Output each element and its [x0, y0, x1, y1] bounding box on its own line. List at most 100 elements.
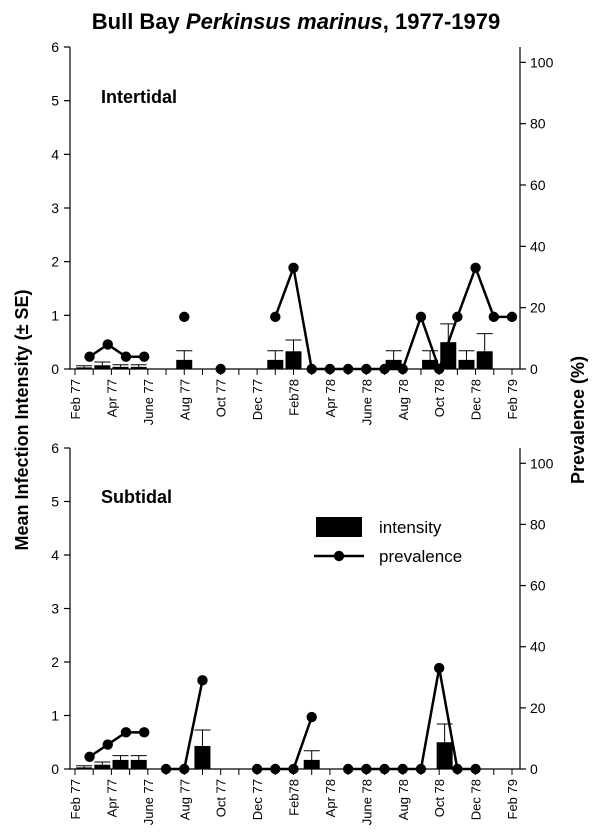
subtidal-prevalence-point — [288, 763, 299, 775]
subtidal-x-tick-label: Feb 77 — [68, 779, 83, 819]
subtidal-prevalence-point — [179, 763, 190, 775]
subtidal-y-right-tick-label: 60 — [530, 578, 546, 594]
subtidal-prevalence-point — [379, 763, 390, 775]
subtidal-x-tick-label: Dec 77 — [250, 779, 265, 820]
intertidal-x-tick-label: Feb 77 — [68, 379, 83, 419]
subtidal-y-right-tick-label: 0 — [530, 761, 538, 777]
intertidal-prevalence-point — [138, 351, 150, 362]
subtidal-y-left-tick-label: 6 — [51, 440, 59, 456]
subtidal-y-left-tick-label: 2 — [51, 654, 59, 670]
subtidal-prevalence-point — [84, 751, 95, 762]
subtidal-y-left-tick-label: 3 — [51, 601, 59, 617]
chart-title: Bull Bay Perkinsus marinus, 1977-1979 — [92, 9, 500, 34]
intertidal-y-left-tick-label: 0 — [51, 361, 59, 377]
intertidal-prevalence-point — [270, 311, 281, 323]
subtidal-x-tick-label: Oct 77 — [214, 779, 229, 817]
intertidal-prevalence-point — [361, 363, 372, 375]
intertidal-y-right-tick-label: 40 — [530, 238, 546, 254]
subtidal-prevalence-point — [197, 675, 208, 686]
intertidal-prevalence-point — [488, 311, 499, 323]
subtidal-prevalence-point — [306, 711, 317, 723]
subtidal-intensity-bar — [194, 745, 211, 769]
intertidal-prevalence-point — [452, 311, 463, 323]
intertidal-intensity-bar — [94, 365, 111, 369]
subtidal-y-right-tick-label: 20 — [530, 700, 546, 716]
subtidal-y-right-tick-label: 80 — [530, 516, 546, 532]
intertidal-prevalence-line-segment — [292, 267, 313, 370]
intertidal-x-tick-label: June 78 — [359, 379, 374, 425]
intertidal-prevalence-point — [215, 363, 226, 375]
subtidal-intensity-bar — [436, 742, 453, 769]
intertidal-intensity-bar — [130, 366, 147, 369]
intertidal-intensity-bar — [476, 351, 493, 369]
intertidal-x-tick-label: Oct 78 — [432, 379, 447, 417]
subtidal-prevalence-point — [102, 739, 113, 750]
subtidal-panel-label: Subtidal — [101, 487, 172, 507]
intertidal-x-tick-label: June 77 — [141, 379, 156, 425]
intertidal-prevalence-point — [324, 363, 336, 375]
intertidal-y-right-tick-label: 80 — [530, 116, 546, 132]
intertidal-prevalence-point — [102, 339, 113, 350]
intertidal-intensity-bar — [76, 367, 93, 369]
subtidal-prevalence-point — [120, 727, 132, 738]
subtidal-prevalence-line-segment — [183, 680, 204, 770]
subtidal-intensity-bar — [112, 759, 129, 769]
intertidal-y-right-tick-label: 0 — [530, 361, 538, 377]
legend-prevalence-marker — [333, 550, 345, 562]
intertidal-prevalence-point — [342, 363, 354, 375]
subtidal-x-tick-label: June 78 — [359, 779, 374, 825]
subtidal-y-right-tick-label: 100 — [530, 455, 554, 471]
intertidal-x-tick-label: Oct 77 — [214, 379, 229, 417]
intertidal-prevalence-point — [120, 351, 132, 362]
intertidal-x-tick-label: Aug 78 — [396, 379, 411, 420]
subtidal-prevalence-line-segment — [437, 667, 459, 770]
subtidal-prevalence-point — [470, 763, 481, 775]
subtidal-prevalence-line-segment — [292, 716, 313, 770]
intertidal-intensity-bar — [385, 359, 402, 369]
intertidal-y-left-tick-label: 4 — [51, 146, 59, 162]
y-right-axis-label: Prevalence (%) — [568, 356, 588, 484]
intertidal-intensity-bar — [176, 359, 193, 369]
subtidal-y-left-tick-label: 0 — [51, 761, 59, 777]
subtidal-y-left-tick-label: 5 — [51, 494, 59, 510]
intertidal-prevalence-point — [288, 262, 299, 273]
subtidal-x-tick-label: Apr 78 — [323, 779, 338, 817]
intertidal-panel-label: Intertidal — [101, 87, 177, 107]
intertidal-y-left-tick-label: 1 — [51, 307, 59, 323]
subtidal-x-tick-label: Dec 78 — [469, 779, 484, 820]
intertidal-y-right-tick-label: 100 — [530, 54, 554, 70]
subtidal-x-tick-label: Aug 78 — [396, 779, 411, 820]
intertidal-x-tick-label: Dec 77 — [250, 379, 265, 420]
subtidal-prevalence-line-segment — [419, 667, 441, 770]
subtidal-y-left-tick-label: 4 — [51, 547, 59, 563]
intertidal-intensity-bar — [440, 342, 457, 369]
subtidal-x-tick-label: Oct 78 — [432, 779, 447, 817]
intertidal-prevalence-line-segment — [474, 267, 495, 318]
intertidal-y-right-tick-label: 20 — [530, 300, 546, 316]
subtidal-x-tick-label: Feb78 — [287, 779, 302, 816]
subtidal-intensity-bar — [94, 764, 111, 769]
intertidal-y-left-tick-label: 6 — [51, 39, 59, 55]
intertidal-y-right-tick-label: 60 — [530, 177, 546, 193]
subtidal-prevalence-point — [251, 763, 263, 775]
subtidal-intensity-bar — [303, 759, 320, 769]
intertidal-intensity-bar — [458, 359, 475, 369]
subtidal-prevalence-point — [270, 763, 281, 775]
intertidal-x-tick-label: Aug 77 — [177, 379, 192, 420]
intertidal-intensity-bar — [285, 351, 302, 369]
intertidal-prevalence-point — [506, 311, 518, 323]
intertidal-prevalence-point — [179, 311, 190, 323]
subtidal-intensity-bar — [130, 759, 147, 769]
intertidal-prevalence-point — [306, 363, 317, 375]
intertidal-prevalence-point — [84, 351, 95, 362]
intertidal-prevalence-line-segment — [419, 316, 441, 370]
intertidal-prevalence-line-segment — [456, 267, 477, 318]
intertidal-x-tick-label: Feb 79 — [505, 379, 520, 419]
subtidal-prevalence-point — [361, 763, 372, 775]
intertidal-intensity-bar — [267, 359, 284, 369]
subtidal-x-tick-label: Feb 79 — [505, 779, 520, 819]
legend-intensity-label: intensity — [379, 518, 442, 537]
legend: intensity prevalence — [314, 517, 462, 566]
